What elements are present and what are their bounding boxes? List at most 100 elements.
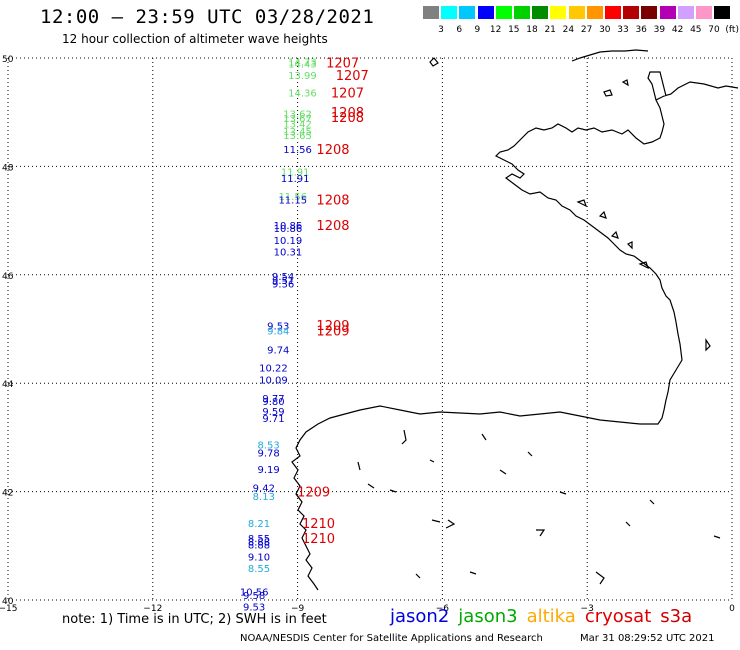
lat-tick-label: 42 (2, 489, 13, 499)
swh-value: 10.19 (274, 236, 303, 247)
swh-value: 13.45 (283, 127, 312, 138)
scale-label: 30 (599, 25, 611, 35)
color-swatch (696, 6, 712, 19)
swh-value: 8.55 (248, 564, 270, 575)
pass-number: 1207 (326, 56, 359, 71)
scale-label: 21 (544, 25, 556, 35)
swh-value: 9.53 (243, 603, 265, 614)
swh-value: 10.86 (274, 221, 303, 232)
swh-value: 9.42 (253, 483, 275, 494)
swh-value: 9.74 (267, 346, 289, 357)
pass-number: 1210 (302, 517, 335, 532)
lon-tick-label: −15 (0, 604, 18, 614)
scale-unit: (ft) (725, 25, 739, 35)
swh-value: 13.42 (283, 120, 312, 131)
swh-value: 10.22 (259, 363, 288, 374)
scale-label: 12 (489, 25, 502, 35)
lat-tick-label: 50 (2, 55, 14, 65)
swh-value: 13.67 (283, 114, 312, 125)
footer-note: note: 1) Time is in UTC; 2) SWH is in fe… (62, 612, 327, 627)
scale-label: 3 (438, 25, 444, 35)
lat-tick-label: 48 (2, 163, 14, 173)
swh-value: 8.53 (258, 440, 280, 451)
swh-value: 8.13 (253, 492, 275, 503)
lon-tick-label: −9 (291, 604, 305, 614)
satellite-name: cryosat (584, 606, 652, 627)
coastline-islands (576, 199, 711, 352)
scale-label: 9 (474, 25, 481, 35)
swh-value: 9.36 (272, 279, 294, 290)
swh-value: 9.78 (258, 449, 280, 460)
color-swatch (623, 6, 640, 19)
swh-value: 9.84 (267, 327, 289, 338)
color-swatch (550, 6, 567, 19)
scale-label: 39 (653, 25, 666, 35)
scale-label: 36 (635, 25, 647, 35)
coastline-cornwall (429, 57, 439, 67)
timestamp: Mar 31 08:29:52 UTC 2021 (580, 633, 715, 644)
scale-label: 42 (671, 25, 684, 35)
coastline-channel-islands (603, 79, 629, 97)
swh-value: 9.59 (262, 407, 284, 418)
color-swatch (605, 6, 621, 19)
swh-value: 8.21 (248, 519, 270, 530)
satellite-name: s3a (660, 606, 693, 627)
pass-number: 1207 (331, 87, 364, 102)
swh-value: 11.15 (278, 195, 307, 206)
lat-tick-label: 44 (2, 380, 14, 390)
swh-value: 13.99 (288, 71, 317, 82)
color-swatch (495, 6, 512, 19)
color-swatch (477, 6, 494, 19)
pass-number: 1209 (297, 486, 330, 501)
swh-value: 11.91 (281, 167, 310, 178)
swh-value: 13.62 (283, 109, 312, 120)
swh-value: 10.31 (274, 247, 303, 258)
coastline (291, 49, 739, 591)
swh-value: 10.56 (240, 587, 269, 598)
color-swatch (459, 6, 476, 19)
satellite-name: jason2 (390, 606, 450, 627)
scale-label: 45 (690, 25, 702, 35)
swh-value: 8.88 (248, 541, 270, 552)
swh-value: 9.80 (262, 397, 284, 408)
scale-label: 33 (617, 25, 629, 35)
color-swatch (714, 6, 731, 19)
scale-label: 6 (456, 25, 463, 35)
color-swatch (568, 6, 585, 19)
swh-value: 11.91 (281, 174, 310, 185)
swh-value: 9.51 (272, 276, 294, 287)
lon-tick-label: −3 (581, 604, 594, 614)
swh-value: 14.73 (288, 57, 317, 68)
swh-value: 9.19 (258, 465, 280, 476)
lat-tick-label: 40 (2, 597, 14, 607)
coastline-britain (571, 49, 649, 62)
pass-number: 1209 (316, 319, 349, 334)
pass-number: 1208 (331, 106, 364, 121)
axis-tick-labels: −15 −12 −9 −6 −3 0 50 48 46 44 42 40 (0, 55, 735, 614)
pass-number: 1207 (336, 69, 369, 84)
pass-number: 1208 (316, 219, 349, 234)
pass-numbers: 1207120712071208120812081208120812091209… (297, 56, 369, 547)
page-title: 12:00 – 23:59 UTC 03/28/2021 (40, 6, 375, 28)
scale-label: 15 (508, 25, 520, 35)
lat-lon-grid (7, 57, 733, 601)
scale-label: 70 (708, 25, 720, 35)
swh-value: 9.10 (248, 553, 270, 564)
color-swatch (677, 6, 694, 19)
swh-value: 14.43 (288, 59, 317, 70)
color-swatch (586, 6, 603, 19)
swh-value: 9.58 (243, 591, 265, 602)
swh-value: 11.56 (283, 145, 312, 156)
pass-number: 1208 (316, 193, 349, 208)
lat-tick-label: 46 (2, 272, 14, 282)
swh-value: 9.71 (262, 414, 284, 425)
pass-number: 1210 (302, 532, 335, 547)
swh-value: 10.09 (259, 375, 288, 386)
color-swatch (659, 6, 676, 19)
swh-value: 8.88 (248, 537, 270, 548)
lon-tick-label: −12 (143, 604, 162, 614)
coastline-scattered-lines (357, 429, 721, 585)
swh-value: 9.53 (267, 322, 289, 333)
